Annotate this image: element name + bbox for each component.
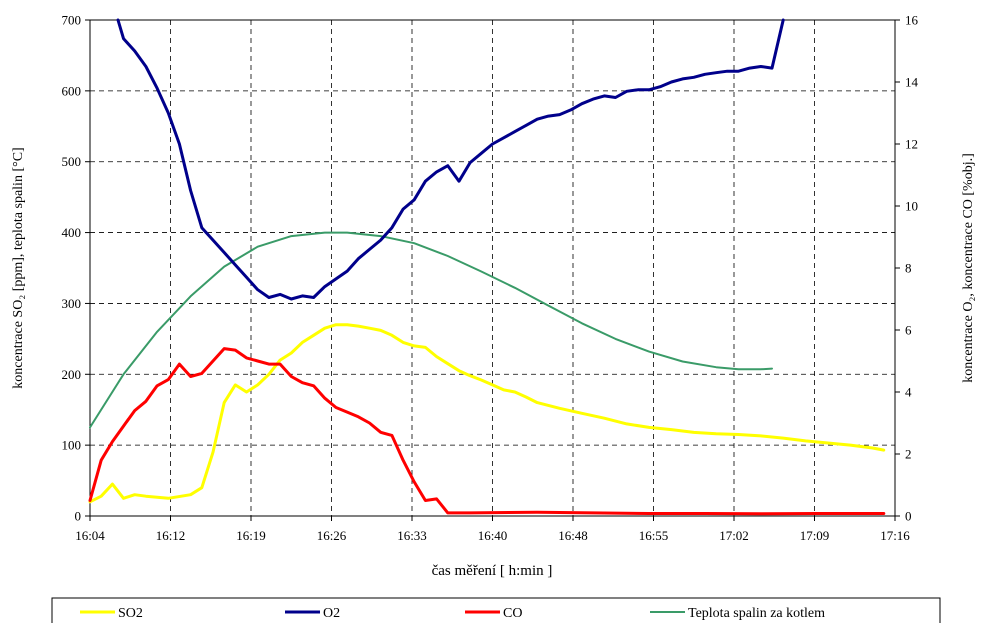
y-right-tick-label: 4	[905, 385, 912, 400]
x-tick-label: 16:12	[156, 528, 186, 543]
y-left-tick-label: 0	[75, 509, 82, 524]
y-left-tick-label: 500	[62, 154, 82, 169]
y-right-tick-label: 0	[905, 509, 912, 524]
y-left-tick-label: 600	[62, 83, 82, 98]
y-left-tick-label: 700	[62, 13, 82, 28]
x-tick-label: 17:09	[800, 528, 830, 543]
x-tick-label: 16:55	[639, 528, 669, 543]
y-right-tick-label: 8	[905, 261, 912, 276]
y-right-tick-label: 12	[905, 137, 918, 152]
legend-label: CO	[503, 606, 522, 621]
x-tick-label: 16:04	[75, 528, 105, 543]
y-left-tick-label: 400	[62, 225, 82, 240]
y-left-tick-label: 300	[62, 296, 82, 311]
y-right-tick-label: 2	[905, 447, 912, 462]
series-layer	[90, 20, 884, 514]
x-tick-label: 17:02	[719, 528, 749, 543]
x-tick-label: 16:19	[236, 528, 266, 543]
y-right-tick-label: 10	[905, 199, 918, 214]
y-left-tick-label: 200	[62, 367, 82, 382]
y-left-tick-label: 100	[62, 438, 82, 453]
x-tick-label: 16:40	[478, 528, 508, 543]
x-tick-label: 16:33	[397, 528, 427, 543]
legend-label: O2	[323, 606, 340, 621]
left-axis-label: koncentrace SO₂ [ppm], teplota spalin [°…	[11, 147, 26, 388]
right-axis-label: koncentrace O₂, koncentrace CO [%obj.]	[961, 153, 976, 383]
y-right-tick-label: 14	[905, 75, 919, 90]
axes: 16:04 16:12 16:19 16:26 16:33 16:40 16:48 16:55…	[62, 13, 919, 544]
legend-label: Teplota spalin za kotlem	[688, 606, 825, 621]
x-tick-label: 17:16	[880, 528, 910, 543]
legend-label: SO2	[118, 606, 143, 621]
y-right-tick-label: 6	[905, 323, 912, 338]
grid	[90, 20, 895, 516]
series-line-teplota-spalin-za-kotlem	[90, 233, 772, 428]
x-tick-label: 16:48	[558, 528, 588, 543]
y-right-tick-label: 16	[905, 13, 919, 28]
series-line-co	[90, 349, 884, 514]
x-tick-label: 16:26	[317, 528, 347, 543]
x-axis-label: čas měření [ h:min ]	[432, 563, 553, 579]
series-line-so2	[90, 325, 884, 502]
